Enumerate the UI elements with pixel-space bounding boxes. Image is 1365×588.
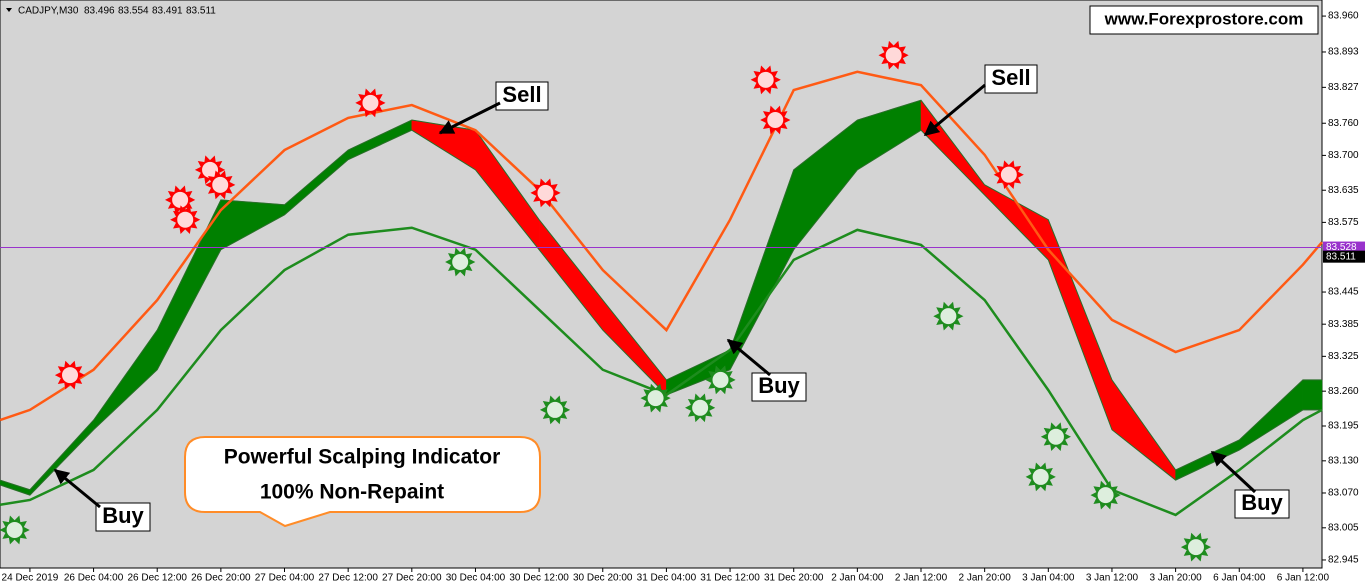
menu-arrow [6,8,12,12]
ribbon-edge [0,99,1322,491]
y-tick-label: 83.385 [1328,319,1359,330]
signal-core [212,176,229,193]
x-tick-label: 30 Dec 20:00 [573,573,633,584]
y-tick-label: 83.575 [1328,217,1359,228]
signal-core [6,521,23,538]
arrow [923,83,986,137]
open: 83.496 [84,6,115,17]
x-tick-label: 3 Jan 12:00 [1086,573,1139,584]
x-tick-label: 24 Dec 2019 [2,573,59,584]
close: 83.511 [186,6,216,17]
y-tick-label: 83.700 [1328,150,1359,161]
sell-label: Sell [502,82,541,107]
arrow [53,468,101,509]
x-tick-label: 3 Jan 04:00 [1022,573,1075,584]
signal-core [1187,539,1204,556]
signal-core [1032,468,1049,485]
signal-core [1047,428,1064,445]
signal-core [62,367,79,384]
arrow [1210,450,1257,494]
signal-core [1000,166,1017,183]
x-tick-label: 30 Dec 04:00 [446,573,506,584]
x-tick-label: 2 Jan 04:00 [831,573,884,584]
signal-core [885,47,902,64]
bid-box [1323,250,1365,263]
x-tick-label: 31 Dec 12:00 [700,573,760,584]
signal-core [1097,487,1114,504]
signal-core [172,191,189,208]
buy-label: Buy [1241,490,1283,515]
y-tick-label: 83.070 [1328,488,1359,499]
x-tick-label: 27 Dec 04:00 [255,573,315,584]
price-line-box [1323,241,1365,254]
arrow [438,101,501,135]
indicator-line [0,70,1323,422]
promo-bubble [184,436,541,528]
arrow [726,338,771,377]
signal-core [767,112,784,129]
x-tick-label: 31 Dec 20:00 [764,573,824,584]
x-tick-label: 26 Dec 04:00 [64,573,124,584]
y-tick-label: 83.445 [1328,287,1359,298]
y-tick-label: 82.945 [1328,555,1359,566]
x-tick-label: 2 Jan 20:00 [959,573,1012,584]
signal-core [452,254,469,271]
label-box [495,81,549,111]
buy-label: Buy [758,373,800,398]
y-tick-label: 83.960 [1328,11,1359,22]
y-tick-label: 83.760 [1328,118,1359,129]
signal-core [202,161,219,178]
ribbon-segment [1302,379,1323,411]
signal-core [692,399,709,416]
signal-core [647,390,664,407]
annotations: Sell Sell Buy Buy Buy Powerful Scalping … [53,64,1290,532]
indicator-line [0,226,1323,517]
label-box [95,502,151,532]
buy-label: Buy [102,503,144,528]
bid-label: 83.511 [1326,251,1356,262]
x-tick-label: 3 Jan 20:00 [1149,573,1202,584]
header: CADJPY,M30 83.496 83.554 83.491 83.511 [6,6,216,17]
promo-text: 100% Non-Repaint [260,481,444,504]
x-tick-label: 27 Dec 20:00 [382,573,442,584]
label-box [1234,489,1290,519]
symbol: CADJPY,M30 [18,6,79,17]
x-tick-label: 6 Jan 12:00 [1277,573,1330,584]
label-box [984,64,1038,94]
label-box [751,372,807,402]
y-tick-label: 83.893 [1328,47,1359,58]
x-tick-label: 27 Dec 12:00 [318,573,378,584]
y-tick-label: 83.827 [1328,82,1359,93]
high: 83.554 [118,6,149,17]
x-tick-label: 6 Jan 04:00 [1213,573,1266,584]
signal-core [537,184,554,201]
y-tick-label: 83.195 [1328,421,1359,432]
y-tick-label: 83.325 [1328,351,1359,362]
x-tick-label: 31 Dec 04:00 [637,573,697,584]
y-tick-label: 83.635 [1328,185,1359,196]
signal-core [547,401,564,418]
signal-core [757,71,774,88]
signal-core [940,308,957,325]
watermark: www.Forexprostore.com [1104,9,1304,28]
sell-label: Sell [991,65,1030,90]
signal-core [177,211,194,228]
watermark-box [1089,5,1319,35]
y-tick-label: 83.260 [1328,386,1359,397]
signal-core [712,371,729,388]
y-tick-label: 83.130 [1328,455,1359,466]
signal-core [362,94,379,111]
low: 83.491 [152,6,183,17]
price-line-label: 83.528 [1326,242,1357,253]
x-tick-label: 30 Dec 12:00 [509,573,569,584]
promo-text: Powerful Scalping Indicator [224,446,501,469]
x-tick-label: 2 Jan 12:00 [895,573,948,584]
x-tick-label: 26 Dec 12:00 [127,573,187,584]
x-tick-label: 26 Dec 20:00 [191,573,251,584]
y-tick-label: 83.005 [1328,522,1359,533]
